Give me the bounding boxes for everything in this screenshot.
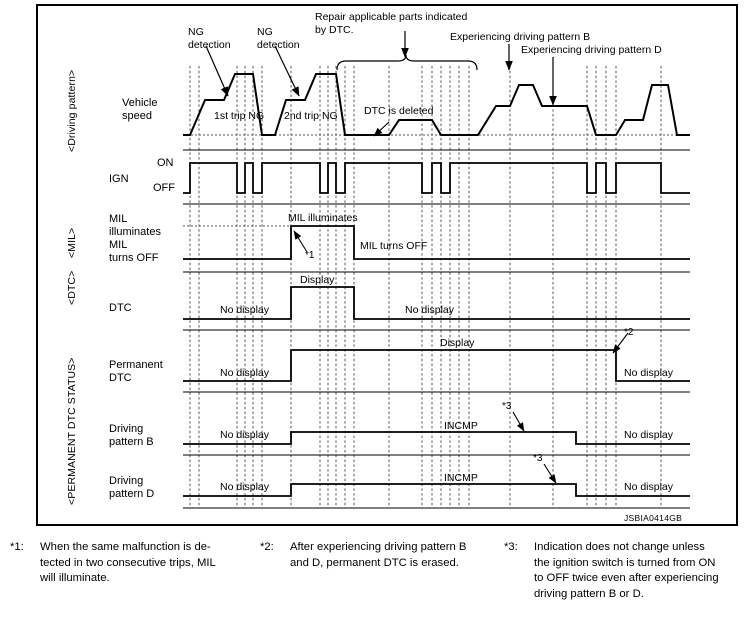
row-separators	[183, 149, 690, 509]
callout-experiencing-pattern-b: Experiencing driving pattern B	[450, 31, 591, 43]
dtc-no-display-right: No display	[405, 304, 455, 316]
diagram-frame	[36, 4, 738, 526]
footnote-2-marker: *2:	[260, 541, 274, 553]
driving-pattern-d-waveform	[183, 483, 690, 497]
footnote-3-marker: *3:	[504, 541, 518, 553]
callout-mil-turns-off: MIL turns OFF	[360, 240, 428, 252]
footnote-1-marker: *1:	[10, 541, 24, 553]
pattern-b-no-display-right: No display	[624, 429, 674, 441]
mil-star1-arrow	[293, 230, 308, 253]
permanent-dtc-waveform	[183, 349, 690, 382]
vehicle-speed-waveform	[183, 73, 690, 136]
callout-mil-illuminates: MIL illuminates	[288, 212, 358, 224]
row-label-vehicle-speed: Vehicle speed	[122, 97, 158, 122]
callout-dtc-is-deleted: DTC is deleted	[364, 105, 434, 117]
dtc-no-display-left: No display	[220, 304, 270, 316]
row-label-permanent-dtc: Permanent DTC	[109, 359, 163, 384]
dtc-display: Display	[300, 274, 335, 286]
star-ref-3-b: *3	[502, 401, 512, 412]
wave-label-2nd-trip-ng: 2nd trip NG	[284, 110, 338, 122]
pattern-b-no-display-left: No display	[220, 429, 270, 441]
footnote-1-text: When the same malfunction is de- tected …	[40, 541, 216, 584]
callout-ng-detection-1: NG detection	[188, 26, 231, 51]
ign-on-label: ON	[157, 157, 174, 169]
driving-pattern-d-star3-arrow	[543, 463, 557, 484]
callout-repair-parts: Repair applicable parts indicated by DTC…	[315, 11, 468, 36]
row-label-ign: IGN	[109, 173, 129, 185]
footnote-2-text: After experiencing driving pattern B and…	[290, 541, 467, 569]
permanent-dtc-display: Display	[440, 337, 475, 349]
star-ref-3-d: *3	[533, 453, 543, 464]
row-label-driving-pattern-b: Driving pattern B	[109, 423, 154, 448]
row-label-dtc: DTC	[109, 302, 132, 314]
permanent-dtc-no-display-left: No display	[220, 367, 270, 379]
dtc-waveform	[183, 286, 690, 320]
ng-detection-1-arrow	[205, 45, 229, 97]
ign-off-label: OFF	[153, 182, 175, 194]
footnote-3-text: Indication does not change unless the ig…	[534, 541, 719, 600]
permanent-dtc-star2-arrow	[612, 332, 629, 354]
figure-code: JSBIA0414GB	[624, 513, 683, 523]
row-label-mil: MIL illuminates MIL turns OFF	[109, 213, 161, 264]
pattern-d-no-display-left: No display	[220, 481, 270, 493]
permanent-dtc-no-display-right: No display	[624, 367, 674, 379]
star-ref-2: *2	[624, 327, 634, 338]
driving-pattern-b-waveform	[183, 431, 690, 445]
pattern-b-incmp: INCMP	[444, 420, 478, 432]
callout-experiencing-pattern-d: Experiencing driving pattern D	[521, 44, 662, 56]
pattern-d-incmp: INCMP	[444, 472, 478, 484]
ign-waveform	[183, 162, 690, 194]
pattern-d-no-display-right: No display	[624, 481, 674, 493]
row-label-driving-pattern-d: Driving pattern D	[109, 475, 155, 500]
star-ref-1: *1	[305, 250, 315, 261]
wave-label-1st-trip-ng: 1st trip NG	[214, 110, 265, 122]
ng-detection-2-arrow	[274, 45, 300, 97]
mil-waveform	[183, 225, 690, 260]
dtc-is-deleted-arrow	[373, 121, 390, 137]
repair-parts-brace	[336, 54, 478, 71]
callout-ng-detection-2: NG detection	[257, 26, 300, 51]
driving-pattern-b-star3-arrow	[512, 411, 525, 432]
